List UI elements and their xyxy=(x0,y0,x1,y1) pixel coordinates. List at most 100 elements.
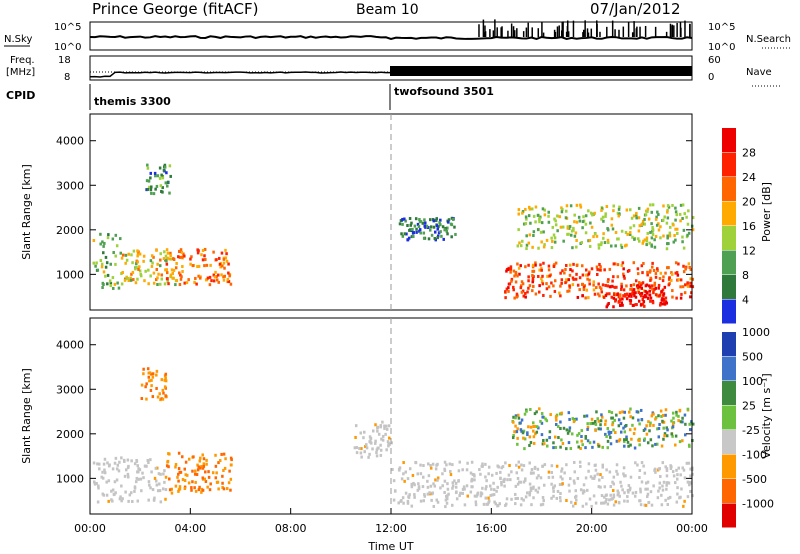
heatmap-cell xyxy=(657,426,661,430)
heatmap-cell xyxy=(166,271,169,275)
heatmap-cell xyxy=(655,215,658,219)
heatmap-cell xyxy=(166,256,169,260)
heatmap-cell xyxy=(651,287,654,291)
heatmap-cell xyxy=(439,230,442,234)
heatmap-cell xyxy=(97,484,100,488)
heatmap-cell xyxy=(642,289,646,293)
heatmap-cell xyxy=(596,268,599,272)
heatmap-cell xyxy=(475,494,478,498)
heatmap-cell xyxy=(197,249,200,253)
heatmap-cell xyxy=(610,416,613,420)
heatmap-cell xyxy=(504,502,508,506)
heatmap-cell xyxy=(659,271,663,275)
y-tick-label: 3000 xyxy=(56,383,84,396)
heatmap-cell xyxy=(529,471,533,475)
heatmap-cell xyxy=(671,434,674,438)
heatmap-cell xyxy=(436,500,440,504)
heatmap-cell xyxy=(101,476,105,480)
heatmap-cell xyxy=(159,398,162,402)
noise-right-tick-top: 10^5 xyxy=(708,22,735,33)
heatmap-cell xyxy=(190,255,193,259)
heatmap-cell xyxy=(616,211,620,215)
heatmap-cell xyxy=(552,233,556,237)
heatmap-cell xyxy=(473,494,477,498)
heatmap-cell xyxy=(586,427,589,431)
heatmap-cell xyxy=(155,184,159,188)
heatmap-cell xyxy=(151,261,154,265)
heatmap-cell xyxy=(416,472,419,476)
heatmap-cell xyxy=(685,461,689,465)
heatmap-cell xyxy=(628,298,632,302)
heatmap-cell xyxy=(381,438,385,442)
heatmap-cell xyxy=(191,469,194,473)
heatmap-cell xyxy=(421,221,425,225)
heatmap-cell xyxy=(606,426,610,430)
heatmap-cell xyxy=(629,283,633,287)
heatmap-cell xyxy=(487,465,491,469)
heatmap-cell xyxy=(619,430,623,434)
heatmap-cell xyxy=(612,275,615,279)
heatmap-cell xyxy=(638,285,641,289)
heatmap-cell xyxy=(163,480,166,484)
heatmap-cell xyxy=(559,445,562,449)
heatmap-cell xyxy=(601,463,605,467)
heatmap-cell xyxy=(609,485,612,489)
heatmap-cell xyxy=(155,278,158,282)
heatmap-cell xyxy=(618,411,622,415)
heatmap-cell xyxy=(164,376,167,380)
heatmap-cell xyxy=(542,230,545,234)
colorbar-tick-label: -100 xyxy=(742,449,767,462)
heatmap-cell xyxy=(484,487,487,491)
heatmap-cell xyxy=(159,472,162,476)
heatmap-cell xyxy=(427,237,431,241)
heatmap-cell xyxy=(110,489,113,493)
heatmap-cell xyxy=(117,469,121,473)
heatmap-cell xyxy=(678,440,682,444)
heatmap-cell xyxy=(108,279,112,283)
heatmap-cell xyxy=(521,282,525,286)
heatmap-cell xyxy=(608,498,611,502)
heatmap-cell xyxy=(643,503,647,507)
heatmap-cell xyxy=(598,262,601,266)
heatmap-cell xyxy=(446,232,449,236)
heatmap-cell xyxy=(584,476,588,480)
heatmap-cell xyxy=(631,235,634,239)
cpid-program-2: twofsound 3501 xyxy=(394,85,494,98)
heatmap-cell xyxy=(149,188,153,192)
heatmap-cell xyxy=(96,500,100,504)
heatmap-cell xyxy=(689,284,692,288)
heatmap-cell xyxy=(648,429,651,433)
heatmap-cell xyxy=(436,227,439,231)
heatmap-cell xyxy=(537,474,540,478)
heatmap-cell xyxy=(662,275,665,279)
heatmap-cell xyxy=(608,285,612,289)
heatmap-cell xyxy=(470,460,474,464)
heatmap-cell xyxy=(450,235,453,239)
heatmap-cell xyxy=(129,276,132,280)
heatmap-cell xyxy=(664,498,667,502)
heatmap-cell xyxy=(646,209,649,213)
heatmap-cell xyxy=(135,262,138,266)
heatmap-cell xyxy=(514,272,518,276)
heatmap-cell xyxy=(168,164,172,168)
heatmap-cell xyxy=(550,482,553,486)
heatmap-cell xyxy=(444,498,448,502)
heatmap-cell xyxy=(429,228,432,232)
heatmap-cell xyxy=(617,207,621,211)
heatmap-cell xyxy=(623,276,626,280)
heatmap-cell xyxy=(225,259,229,263)
heatmap-cell xyxy=(190,486,193,490)
noise-panel: N.Sky 10^5 10^0 10^5 10^0 N.Search xyxy=(4,19,791,53)
heatmap-cell xyxy=(582,285,586,289)
velocity-heatmap-cells xyxy=(92,367,695,509)
heatmap-cell xyxy=(620,245,624,249)
heatmap-cell xyxy=(183,254,186,258)
heatmap-cell xyxy=(602,232,605,236)
heatmap-cell xyxy=(638,224,642,228)
heatmap-cell xyxy=(403,232,407,236)
heatmap-cell xyxy=(199,466,202,470)
heatmap-cell xyxy=(160,173,163,177)
heatmap-cell xyxy=(150,384,153,388)
heatmap-cell xyxy=(629,208,632,212)
heatmap-cell xyxy=(529,441,533,445)
